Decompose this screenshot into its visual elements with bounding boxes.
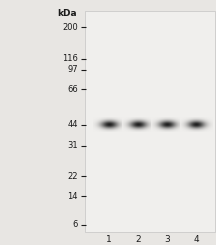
Text: 3: 3	[165, 235, 170, 244]
Text: 4: 4	[194, 235, 199, 244]
Text: 200: 200	[62, 23, 78, 32]
Text: 116: 116	[62, 54, 78, 63]
Text: 44: 44	[67, 121, 78, 129]
Text: 31: 31	[67, 141, 78, 150]
Text: 6: 6	[72, 220, 78, 229]
Text: 22: 22	[67, 172, 78, 181]
Text: 14: 14	[67, 192, 78, 200]
Text: 1: 1	[106, 235, 112, 244]
Text: 66: 66	[67, 85, 78, 94]
Text: kDa: kDa	[57, 9, 77, 18]
Bar	[85, 11, 215, 232]
Text: 97: 97	[67, 65, 78, 74]
Text: 2: 2	[135, 235, 141, 244]
